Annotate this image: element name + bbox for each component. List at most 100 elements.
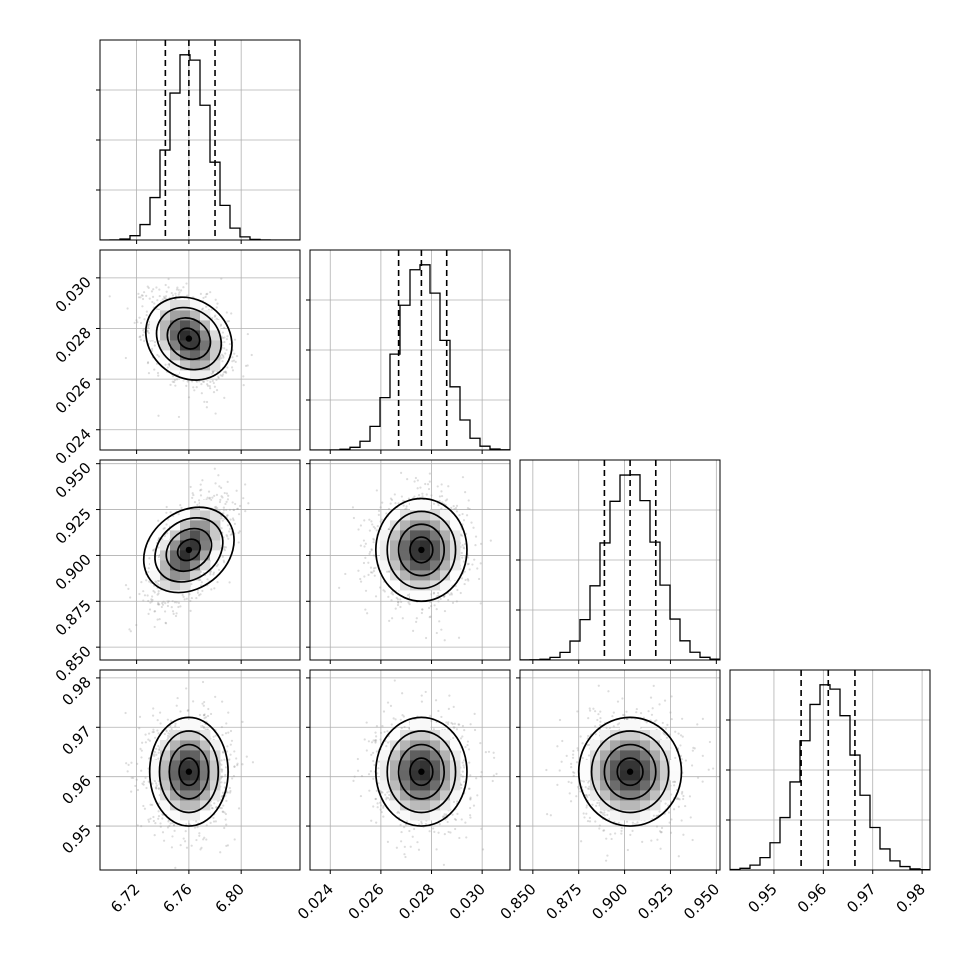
scatter-point <box>399 605 402 609</box>
scatter-point <box>157 374 160 377</box>
scatter-point <box>148 323 151 326</box>
scatter-point <box>474 544 477 547</box>
density-cell <box>210 360 221 371</box>
density-cell <box>150 320 161 331</box>
scatter-point <box>372 538 375 541</box>
scatter-point <box>236 764 239 767</box>
scatter-point <box>210 806 214 810</box>
scatter-point <box>163 534 166 538</box>
scatter-point <box>146 329 149 332</box>
scatter-point <box>359 524 363 527</box>
scatter-point <box>199 489 202 492</box>
scatter-point <box>479 602 482 605</box>
scatter-point <box>413 495 416 498</box>
scatter-point <box>142 599 145 602</box>
scatter-point <box>466 577 469 581</box>
scatter-point <box>220 357 223 360</box>
scatter-point <box>161 831 165 834</box>
scatter-point <box>127 587 130 591</box>
density-cell <box>440 570 451 581</box>
scatter-point <box>364 542 367 545</box>
scatter-point <box>436 485 439 488</box>
scatter-point <box>163 295 166 298</box>
scatter-point <box>140 294 143 297</box>
scatter-point <box>165 730 168 733</box>
density-cell <box>190 310 201 321</box>
scatter-point <box>167 732 170 735</box>
scatter-point <box>151 714 155 717</box>
scatter-point <box>377 513 380 516</box>
scatter-point <box>363 545 366 548</box>
scatter-point <box>152 589 155 593</box>
density-cell <box>160 330 171 341</box>
scatter-point <box>379 506 382 509</box>
scatter-point <box>135 319 138 322</box>
scatter-point <box>183 598 186 601</box>
scatter-point <box>227 320 231 323</box>
scatter-point <box>222 804 225 807</box>
scatter-point <box>226 535 229 538</box>
scatter-point <box>443 609 447 613</box>
scatter-point <box>171 294 175 297</box>
scatter-point <box>173 379 176 382</box>
scatter-point <box>199 494 203 497</box>
density-cell <box>430 530 441 541</box>
scatter-point <box>225 338 229 341</box>
scatter-point <box>223 340 226 344</box>
scatter-point <box>201 307 205 310</box>
scatter-point <box>221 751 225 754</box>
scatter-point <box>147 331 150 335</box>
density-cell <box>200 550 211 561</box>
scatter-point <box>157 757 160 760</box>
scatter-point <box>146 285 149 288</box>
scatter-point <box>124 584 128 587</box>
scatter-point <box>157 810 160 813</box>
density-cell <box>180 560 191 571</box>
scatter-point <box>427 606 431 610</box>
scatter-point <box>202 380 205 383</box>
panel-frame <box>309 249 511 451</box>
scatter-point <box>222 371 226 374</box>
scatter-point <box>166 826 170 829</box>
scatter-point <box>200 846 203 849</box>
scatter-point <box>171 610 175 613</box>
scatter-point <box>460 534 464 537</box>
scatter-point <box>436 595 439 598</box>
scatter-point <box>140 580 143 584</box>
density-cell <box>410 500 421 511</box>
scatter-point <box>216 302 219 305</box>
scatter-point <box>466 563 469 566</box>
scatter-point <box>155 787 158 790</box>
scatter-point <box>232 359 236 362</box>
scatter-point <box>209 573 212 576</box>
scatter-point <box>468 507 471 511</box>
scatter-point <box>142 590 145 593</box>
scatter-point <box>450 593 453 596</box>
panel-1-1 <box>306 249 511 454</box>
scatter-point <box>363 575 366 578</box>
scatter-point <box>228 791 232 794</box>
scatter-point <box>214 314 217 317</box>
scatter-point <box>221 360 224 363</box>
density-cell <box>430 570 441 581</box>
scatter-point <box>226 498 230 501</box>
scatter-point <box>369 550 372 554</box>
scatter-point <box>204 716 208 719</box>
scatter-point <box>208 497 211 500</box>
scatter-point <box>149 817 152 820</box>
scatter-point <box>186 380 189 383</box>
scatter-point <box>188 822 191 826</box>
scatter-point <box>214 734 217 737</box>
scatter-point <box>221 794 224 798</box>
scatter-point <box>417 493 421 497</box>
contour-level-3 <box>144 296 233 381</box>
scatter-point <box>176 696 179 700</box>
scatter-point <box>166 604 170 608</box>
scatter-point <box>206 578 209 581</box>
scatter-point <box>215 378 218 381</box>
scatter-point <box>216 506 219 510</box>
scatter-point <box>220 770 224 773</box>
scatter-point <box>458 514 461 517</box>
density-cell <box>160 580 171 591</box>
scatter-point <box>371 571 374 574</box>
